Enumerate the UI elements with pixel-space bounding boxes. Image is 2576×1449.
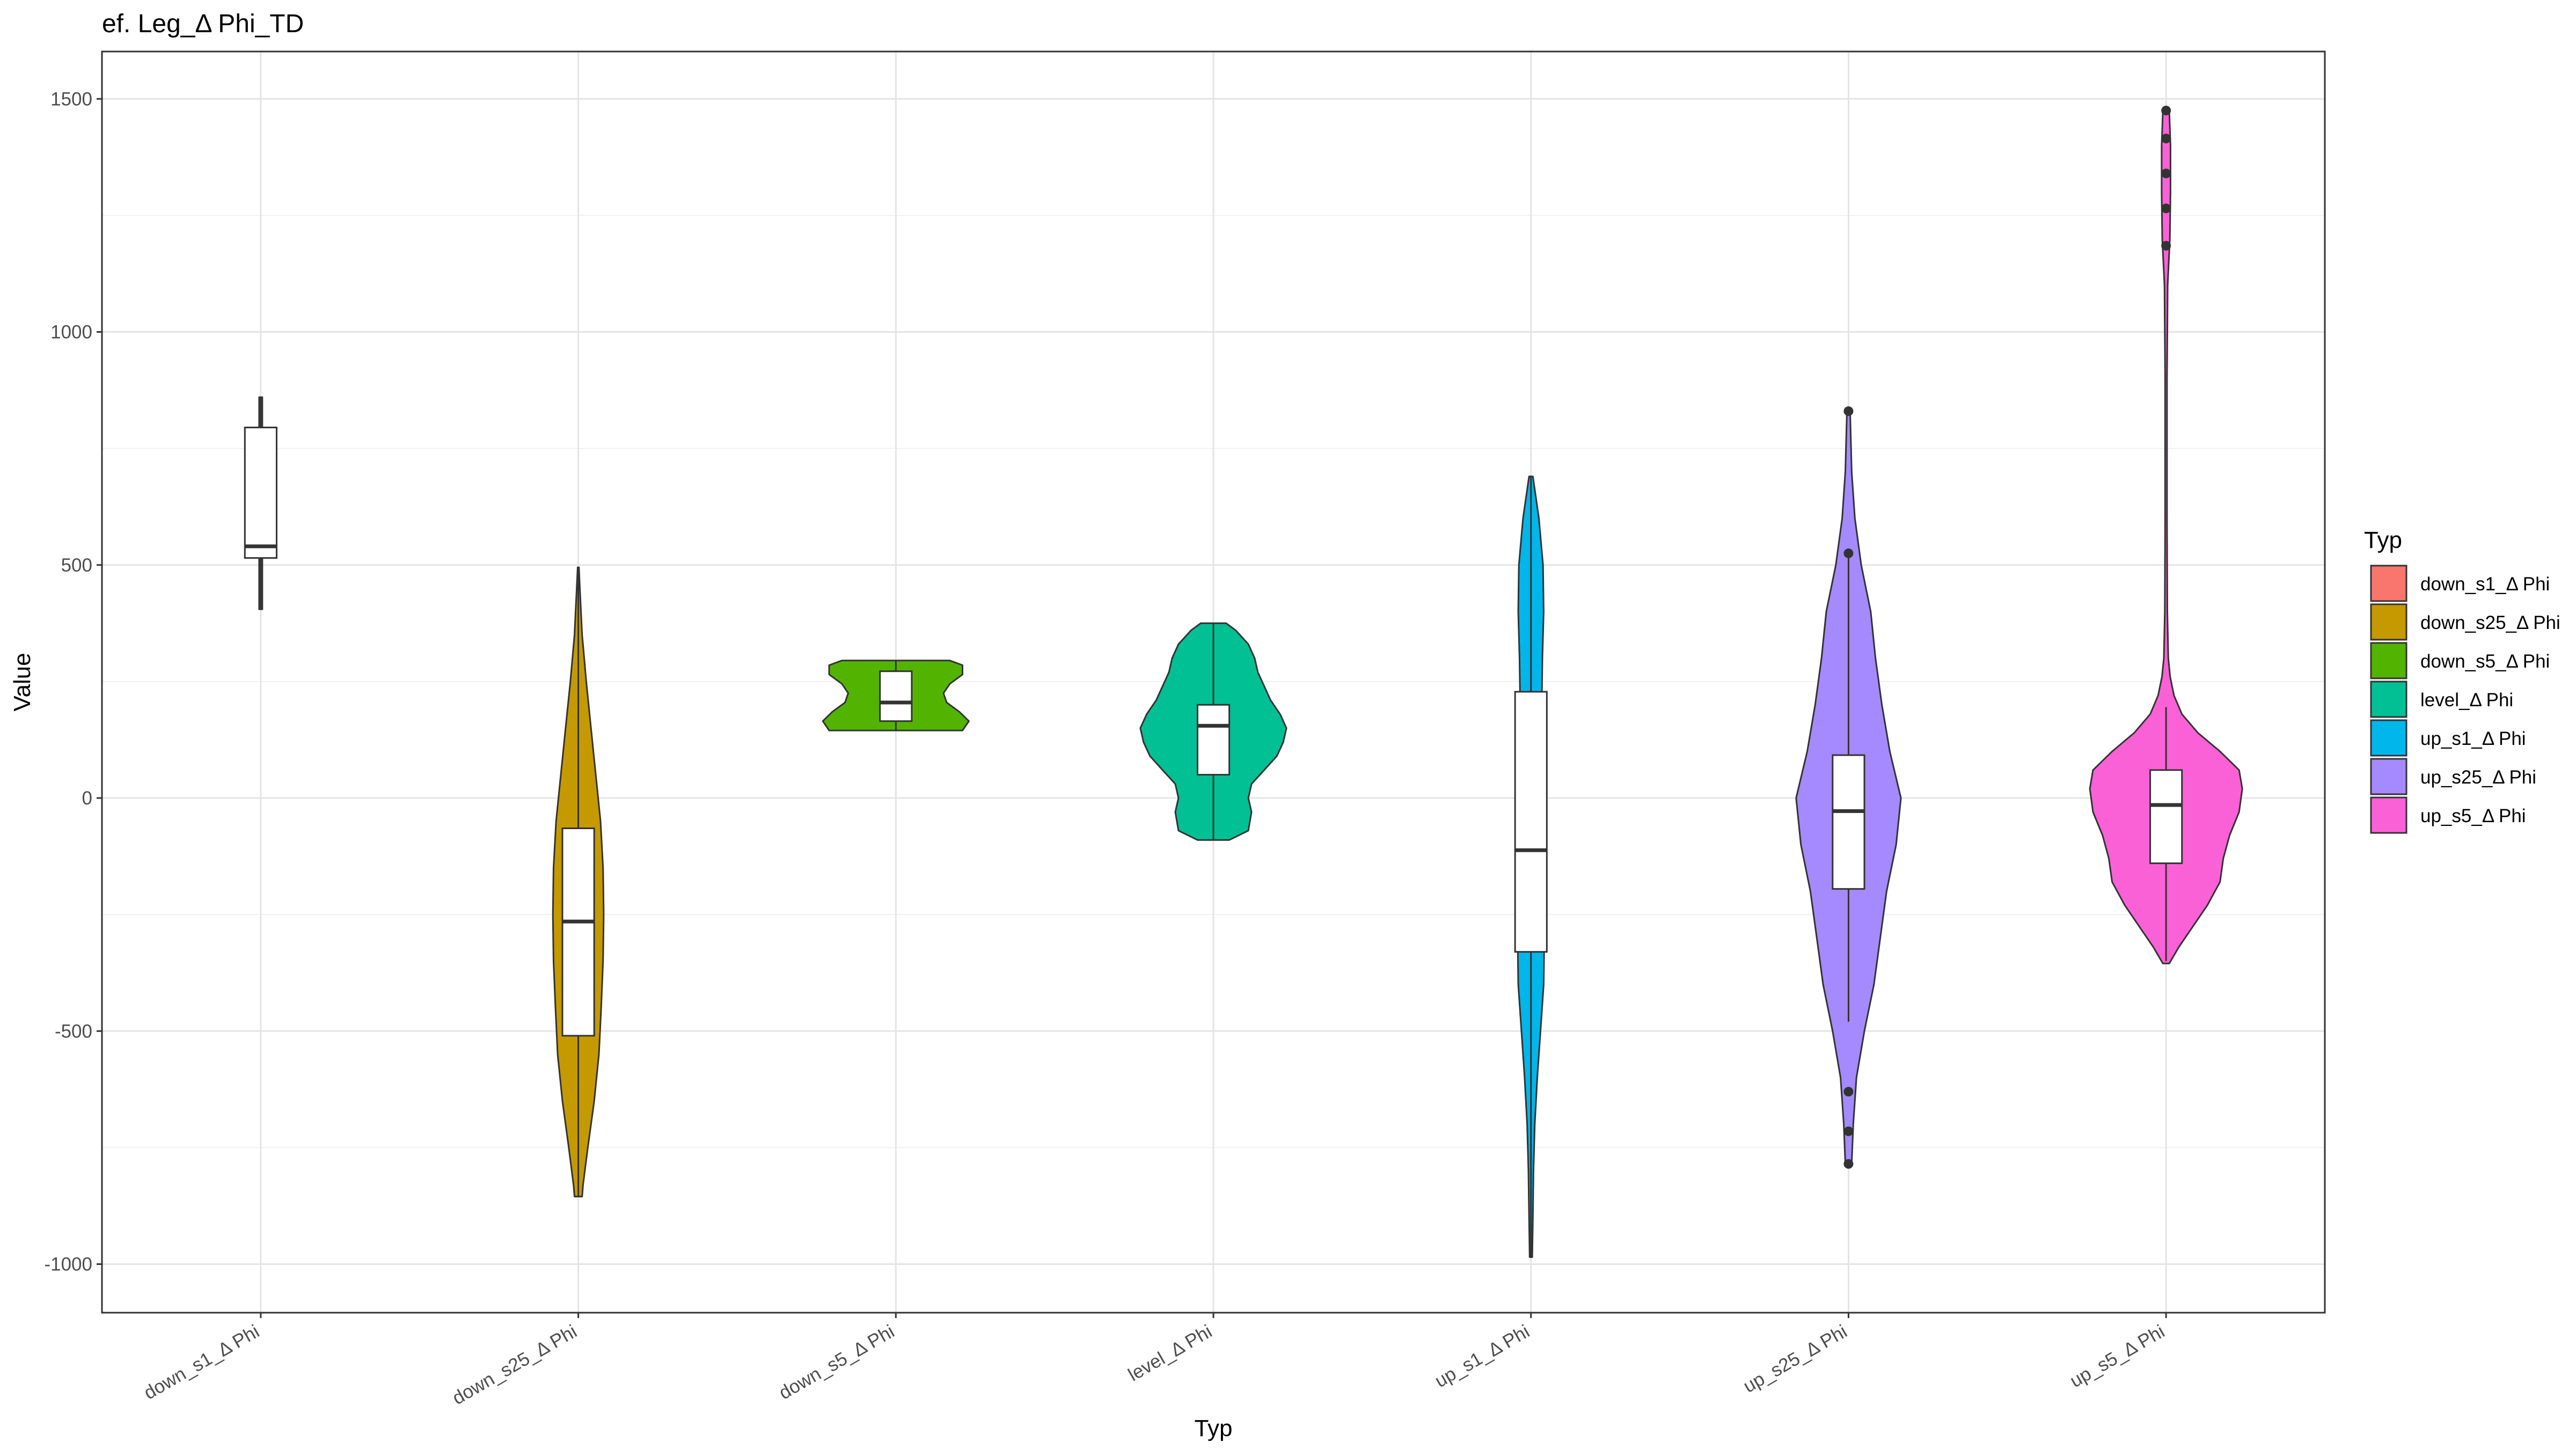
- x-tick-label: down_s5_Δ Phi: [775, 1321, 898, 1403]
- outlier-point: [2161, 105, 2171, 115]
- box-iqr: [1196, 704, 1231, 776]
- box-iqr: [561, 827, 595, 1037]
- legend-label: level_Δ Phi: [2420, 690, 2513, 711]
- y-tick-label: 0: [82, 788, 92, 809]
- box-iqr: [1832, 754, 1865, 890]
- boxplots: [244, 397, 2183, 1257]
- outlier-point: [1843, 548, 1854, 559]
- legend-label: up_s5_Δ Phi: [2420, 806, 2526, 826]
- outlier-point: [2161, 169, 2171, 179]
- y-tick-label: 1000: [50, 322, 92, 343]
- y-axis: -1000 -500 0 500 1000 1500: [44, 89, 102, 1275]
- x-tick-label: down_s1_Δ Phi: [140, 1321, 262, 1403]
- x-tick-label: level_Δ Phi: [1124, 1321, 1216, 1385]
- outlier-point: [2161, 134, 2171, 144]
- outlier-point: [2161, 203, 2171, 214]
- legend-swatch: [2370, 719, 2407, 757]
- x-axis: down_s1_Δ Phi down_s25_Δ Phi down_s5_Δ Phi…: [140, 1313, 2168, 1409]
- x-tick-label: down_s25_Δ Phi: [449, 1321, 580, 1409]
- outlier-point: [1843, 1126, 1854, 1136]
- box-iqr: [879, 670, 913, 722]
- legend-swatch: [2370, 758, 2407, 795]
- legend-swatch: [2370, 796, 2407, 834]
- box-iqr: [1514, 691, 1548, 953]
- legend-label: down_s25_Δ Phi: [2420, 612, 2560, 633]
- legend-label: down_s5_Δ Phi: [2420, 651, 2550, 672]
- box-iqr: [2149, 769, 2183, 865]
- x-tick-label: up_s1_Δ Phi: [1431, 1321, 1533, 1392]
- outlier-point: [1843, 1159, 1854, 1169]
- legend-label: up_s25_Δ Phi: [2420, 767, 2536, 788]
- x-tick-label: up_s25_Δ Phi: [1740, 1321, 1851, 1397]
- outlier-point: [1843, 406, 1854, 416]
- x-axis-label: Typ: [1195, 1415, 1233, 1441]
- outlier-point: [1843, 1087, 1854, 1097]
- y-tick-label: -1000: [44, 1254, 92, 1275]
- legend: Typ down_s1_Δ Phi down_s25_Δ Phi down_s5_Δ…: [2364, 527, 2560, 834]
- y-tick-label: 500: [61, 555, 92, 576]
- chart-title: ef. Leg_Δ Phi_TD: [102, 10, 304, 38]
- legend-label: up_s1_Δ Phi: [2420, 728, 2526, 749]
- legend-swatch: [2370, 603, 2407, 641]
- y-tick-label: -500: [55, 1021, 92, 1042]
- legend-label: down_s1_Δ Phi: [2420, 574, 2550, 595]
- box-iqr: [244, 427, 277, 559]
- y-tick-label: 1500: [50, 89, 92, 109]
- legend-title: Typ: [2364, 527, 2402, 553]
- legend-swatch: [2370, 642, 2407, 679]
- legend-swatch: [2370, 680, 2407, 718]
- outlier-points: [1843, 105, 2171, 1169]
- legend-swatch: [2370, 565, 2407, 602]
- x-tick-label: up_s5_Δ Phi: [2066, 1321, 2168, 1392]
- y-axis-label: Value: [9, 653, 35, 711]
- outlier-point: [2161, 240, 2171, 251]
